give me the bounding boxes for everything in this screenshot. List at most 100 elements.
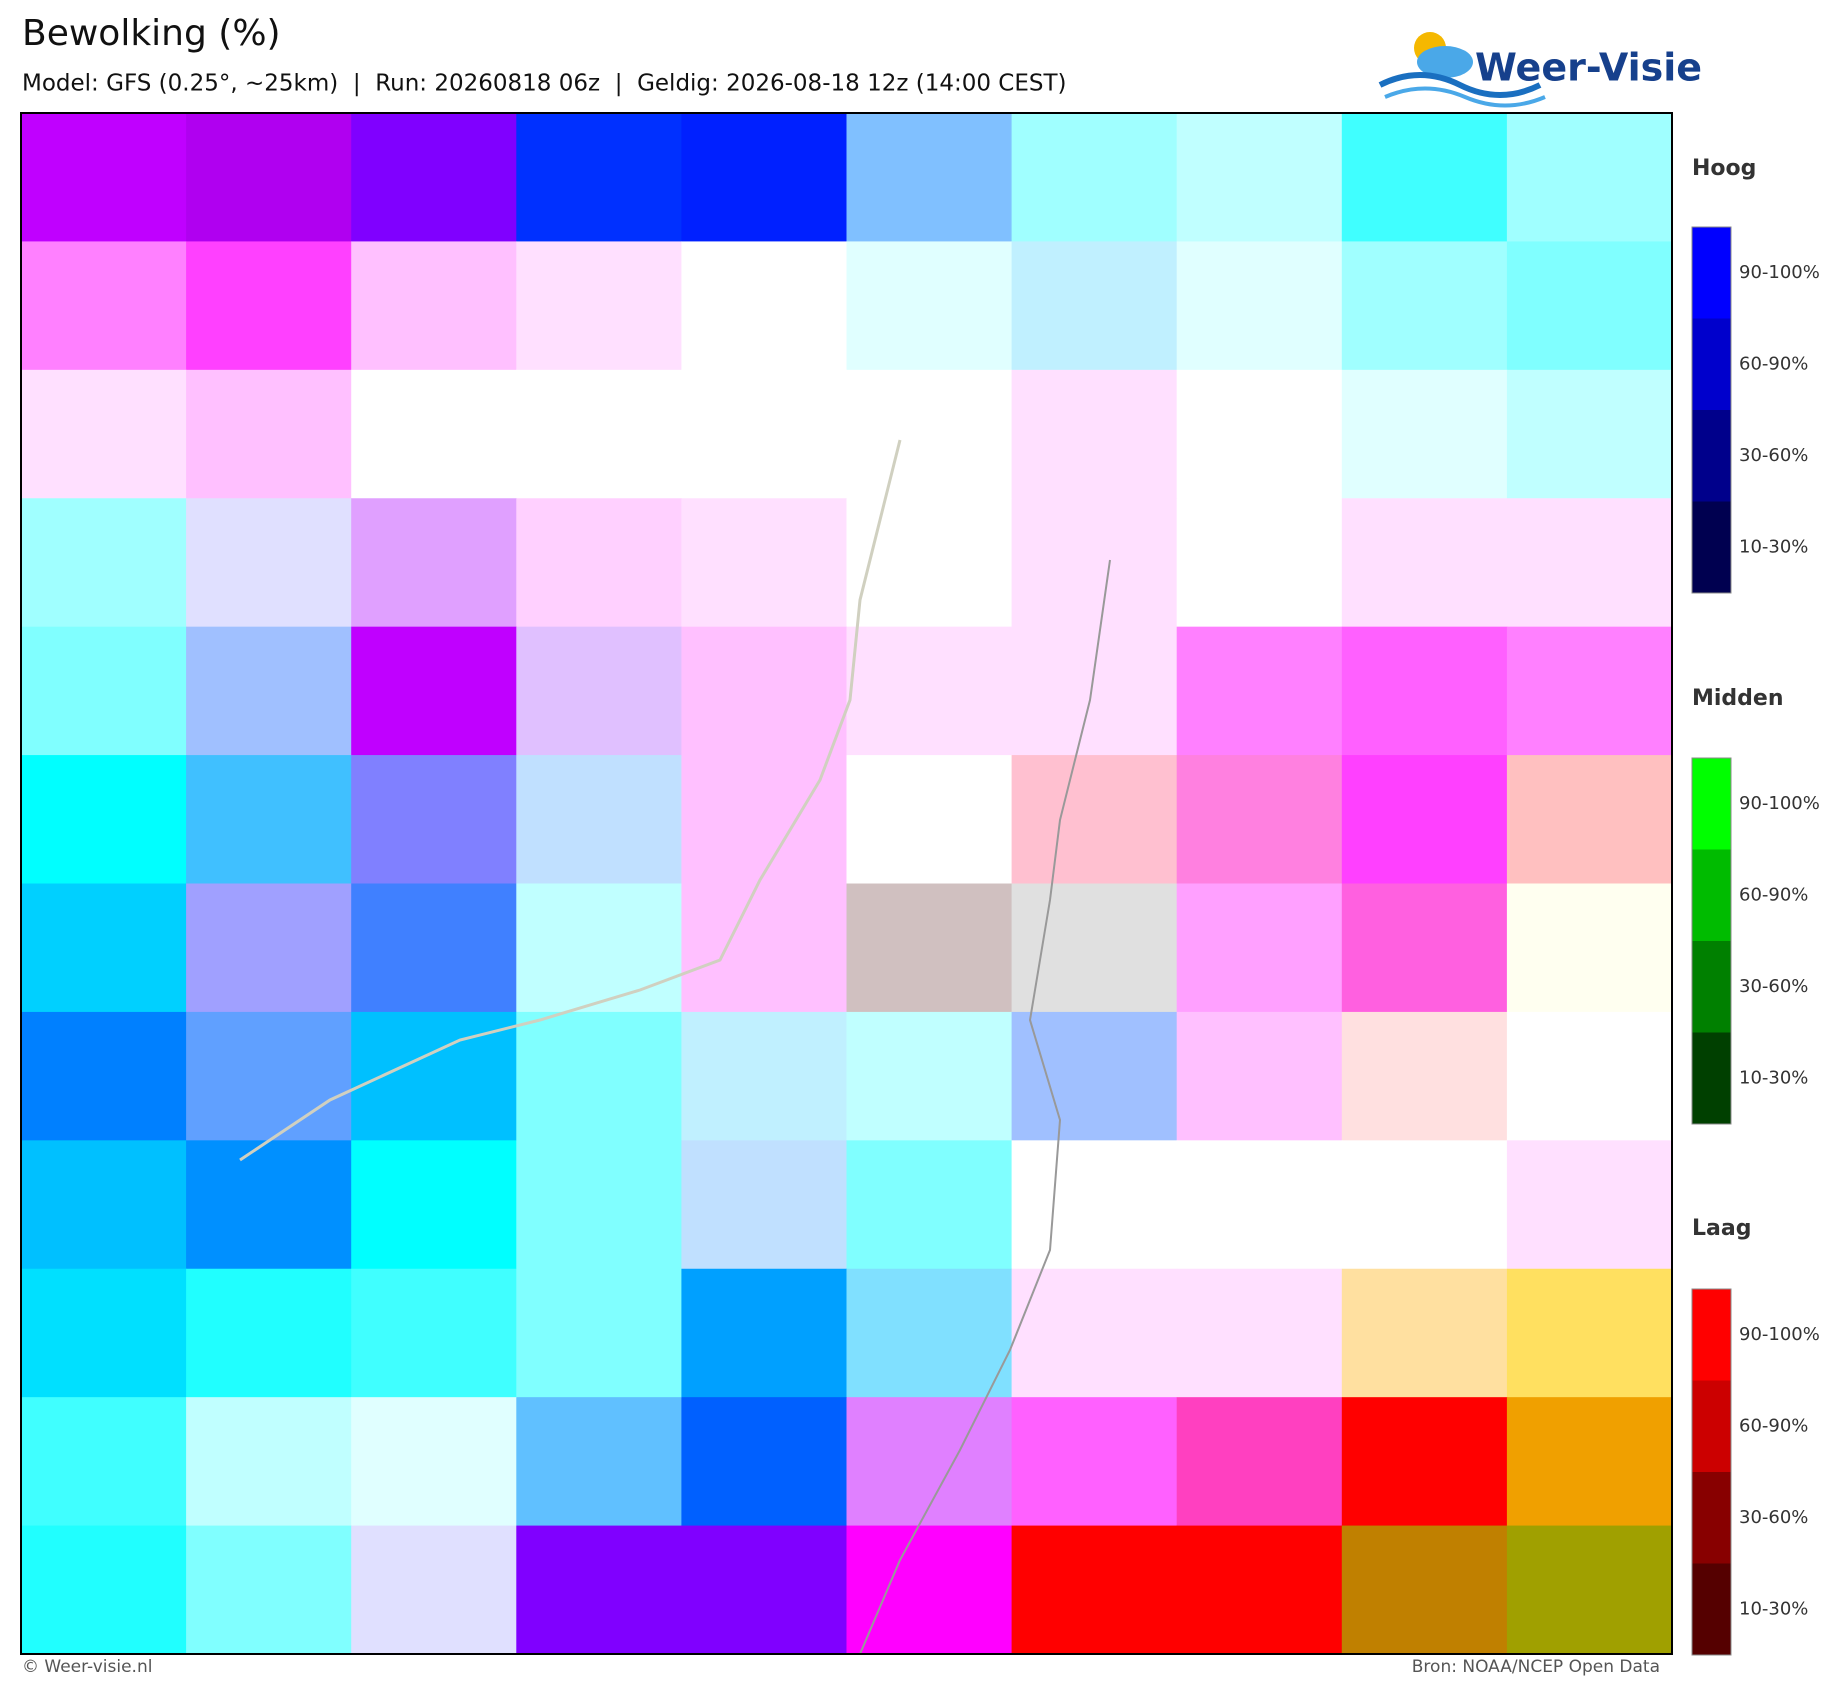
map-cell [21, 113, 187, 242]
map-cell [351, 369, 517, 499]
map-cell [1176, 1397, 1343, 1527]
map-cell [21, 755, 187, 884]
map-cell [1341, 113, 1508, 242]
map-cell [846, 1268, 1013, 1398]
map-cell [351, 498, 517, 628]
map-cell [1011, 1397, 1178, 1527]
map-cell [1176, 883, 1343, 1013]
map-cell [846, 113, 1013, 242]
map-cell [846, 498, 1013, 628]
map-cell [21, 241, 187, 371]
legend-swatch [1692, 1472, 1731, 1564]
map-cell [1176, 241, 1343, 371]
map-cell [351, 1397, 517, 1527]
legend-title: Midden [1692, 686, 1784, 711]
map-cell [1506, 883, 1673, 1013]
map-cell [1176, 755, 1343, 884]
legend-label: 10-30% [1739, 1067, 1808, 1088]
legend-label: 60-90% [1739, 1415, 1808, 1436]
map-cell [1176, 369, 1343, 499]
map-cell [1176, 1525, 1343, 1655]
map-cell [846, 755, 1013, 884]
map-cell [516, 1397, 682, 1527]
map-cell [1506, 498, 1673, 628]
legend: Hoog 90-100% 60-90% 30-60% 10-30% Midden 90-10… [1691, 156, 1820, 1656]
map-cell [1176, 626, 1343, 756]
map-cell [1011, 1011, 1178, 1141]
map-cell [1176, 113, 1343, 242]
map-cell [1341, 1268, 1508, 1398]
map-cell [186, 241, 352, 371]
logo-text: Weer-Visie [1475, 46, 1702, 90]
map-cell [21, 369, 187, 499]
map-cell [21, 1011, 187, 1141]
map-cell [351, 1140, 517, 1270]
legend-label: 90-100% [1739, 1324, 1820, 1345]
map-cell [351, 755, 517, 884]
map [21, 113, 1673, 1655]
map-cell [1341, 369, 1508, 499]
map-cell [186, 883, 352, 1013]
legend-bar-frame [1691, 226, 1732, 594]
footer-right: Bron: NOAA/NCEP Open Data [1412, 1657, 1660, 1677]
map-cell [1506, 755, 1673, 884]
map-cell [1341, 241, 1508, 371]
map-cell [516, 241, 682, 371]
map-cell [1011, 1268, 1178, 1398]
map-cell [1011, 1525, 1178, 1655]
legend-swatch [1692, 941, 1731, 1033]
legend-title: Laag [1692, 1216, 1751, 1241]
map-cell [1176, 1011, 1343, 1141]
legend-swatch [1692, 1289, 1731, 1381]
legend-swatch [1692, 758, 1731, 850]
legend-swatch [1692, 410, 1731, 502]
map-cell [21, 1397, 187, 1527]
map-cell [846, 626, 1013, 756]
map-cell [1341, 1140, 1508, 1270]
legend-label: 30-60% [1739, 976, 1808, 997]
legend-bar-frame [1691, 757, 1732, 1125]
map-cell [846, 369, 1013, 499]
map-cell [1506, 113, 1673, 242]
border [859, 559, 1111, 1655]
map-cell [351, 883, 517, 1013]
map-cell [351, 241, 517, 371]
map-cell [1506, 1011, 1673, 1141]
map-cell [516, 1268, 682, 1398]
map-cell [1011, 755, 1178, 884]
legend-swatch [1692, 227, 1731, 319]
map-cell [186, 1397, 352, 1527]
legend-bar-frame [1691, 1288, 1732, 1656]
map-cell [1011, 1140, 1178, 1270]
map-cell [21, 626, 187, 756]
map-cell [186, 1140, 352, 1270]
legend-swatch [1692, 1380, 1731, 1472]
logo-icon [1378, 32, 1546, 108]
map-cell [186, 113, 352, 242]
map-cell [846, 241, 1013, 371]
legend-swatch [1692, 318, 1731, 410]
map-cell [516, 1011, 682, 1141]
legend-swatch [1692, 1563, 1731, 1655]
legend-label: 60-90% [1739, 884, 1808, 905]
map-cell [1341, 1011, 1508, 1141]
legend-title: Hoog [1692, 156, 1756, 181]
legend-label: 30-60% [1739, 1507, 1808, 1528]
map-cell [21, 883, 187, 1013]
map-cell [1341, 1525, 1508, 1655]
map-cell [1506, 626, 1673, 756]
map-cell [1506, 369, 1673, 499]
map-cell [516, 1140, 682, 1270]
coastline [239, 439, 902, 1162]
map-cell [1506, 1525, 1673, 1655]
map-cell [1341, 883, 1508, 1013]
map-cell [1341, 755, 1508, 884]
legend-swatch [1692, 1032, 1731, 1124]
map-cell [681, 1011, 847, 1141]
map-cell [1506, 1397, 1673, 1527]
title: Bewolking (%) [22, 13, 281, 54]
map-cell [1011, 369, 1178, 499]
legend-label: 10-30% [1739, 1598, 1808, 1619]
legend-swatch [1692, 501, 1731, 593]
